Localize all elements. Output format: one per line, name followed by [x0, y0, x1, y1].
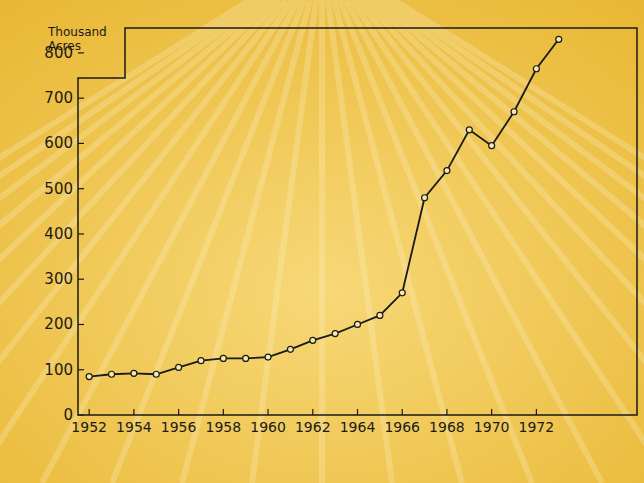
data-point — [109, 371, 115, 377]
data-point — [220, 355, 226, 361]
field-row — [319, 0, 325, 483]
x-tick — [267, 409, 268, 415]
x-tick — [357, 409, 358, 415]
x-tick-label: 1960 — [250, 419, 286, 435]
x-tick — [536, 409, 537, 415]
data-point — [399, 290, 405, 296]
data-point — [265, 354, 271, 360]
x-tick — [133, 409, 134, 415]
y-tick — [78, 279, 84, 280]
data-point — [489, 143, 495, 149]
data-line — [89, 39, 559, 376]
data-point — [422, 195, 428, 201]
field-row — [358, 0, 644, 483]
data-point — [243, 355, 249, 361]
x-tick — [178, 409, 179, 415]
data-point — [198, 358, 204, 364]
data-point — [466, 127, 472, 133]
x-tick — [312, 409, 313, 415]
data-point — [444, 168, 450, 174]
data-point — [310, 337, 316, 343]
x-tick-label: 1958 — [206, 419, 242, 435]
data-point — [176, 364, 182, 370]
y-tick-label: 200 — [44, 315, 73, 333]
field-row — [0, 0, 274, 483]
y-tick — [78, 369, 84, 370]
data-point — [86, 374, 92, 380]
x-tick-label: 1956 — [161, 419, 197, 435]
frame — [78, 28, 637, 415]
x-tick-label: 1964 — [340, 419, 376, 435]
data-point — [131, 370, 137, 376]
y-tick — [78, 324, 84, 325]
data-point — [332, 331, 338, 337]
y-tick — [78, 143, 84, 144]
y-tick-label: 800 — [44, 44, 73, 62]
x-tick-label: 1952 — [71, 419, 107, 435]
field-row — [394, 0, 644, 483]
x-tick-label: 1972 — [519, 419, 555, 435]
field-row — [340, 0, 532, 483]
data-point — [287, 346, 293, 352]
y-tick-label: 100 — [44, 361, 73, 379]
y-tick-label: 500 — [44, 180, 73, 198]
data-point — [511, 109, 517, 115]
y-tick — [78, 188, 84, 189]
x-tick-label: 1968 — [429, 419, 465, 435]
chart: ThousandAcres010020030040050060070080019… — [0, 0, 644, 483]
x-tick-label: 1966 — [384, 419, 420, 435]
data-point — [533, 66, 539, 72]
x-tick-label: 1954 — [116, 419, 152, 435]
data-point — [355, 321, 361, 327]
data-point — [377, 312, 383, 318]
x-tick — [402, 409, 403, 415]
y-tick-label: 600 — [44, 134, 73, 152]
x-tick-label: 1970 — [474, 419, 510, 435]
y-tick — [78, 52, 84, 53]
field-row — [182, 0, 310, 483]
data-point — [153, 371, 159, 377]
x-tick-label: 1962 — [295, 419, 331, 435]
y-tick — [78, 233, 84, 234]
field-row — [112, 0, 304, 483]
y-axis-title-line: Thousand — [47, 25, 107, 39]
y-tick — [78, 98, 84, 99]
field-row — [388, 0, 644, 483]
y-tick-label: 400 — [44, 225, 73, 243]
field-row — [0, 0, 256, 483]
field-rows — [0, 0, 644, 483]
data-point — [556, 36, 562, 42]
x-tick — [89, 409, 90, 415]
field-row — [252, 0, 316, 483]
x-tick — [491, 409, 492, 415]
plot-area — [86, 36, 562, 379]
x-tick — [223, 409, 224, 415]
y-tick-label: 700 — [44, 89, 73, 107]
y-tick — [78, 414, 84, 415]
y-tick-label: 300 — [44, 270, 73, 288]
x-tick — [446, 409, 447, 415]
